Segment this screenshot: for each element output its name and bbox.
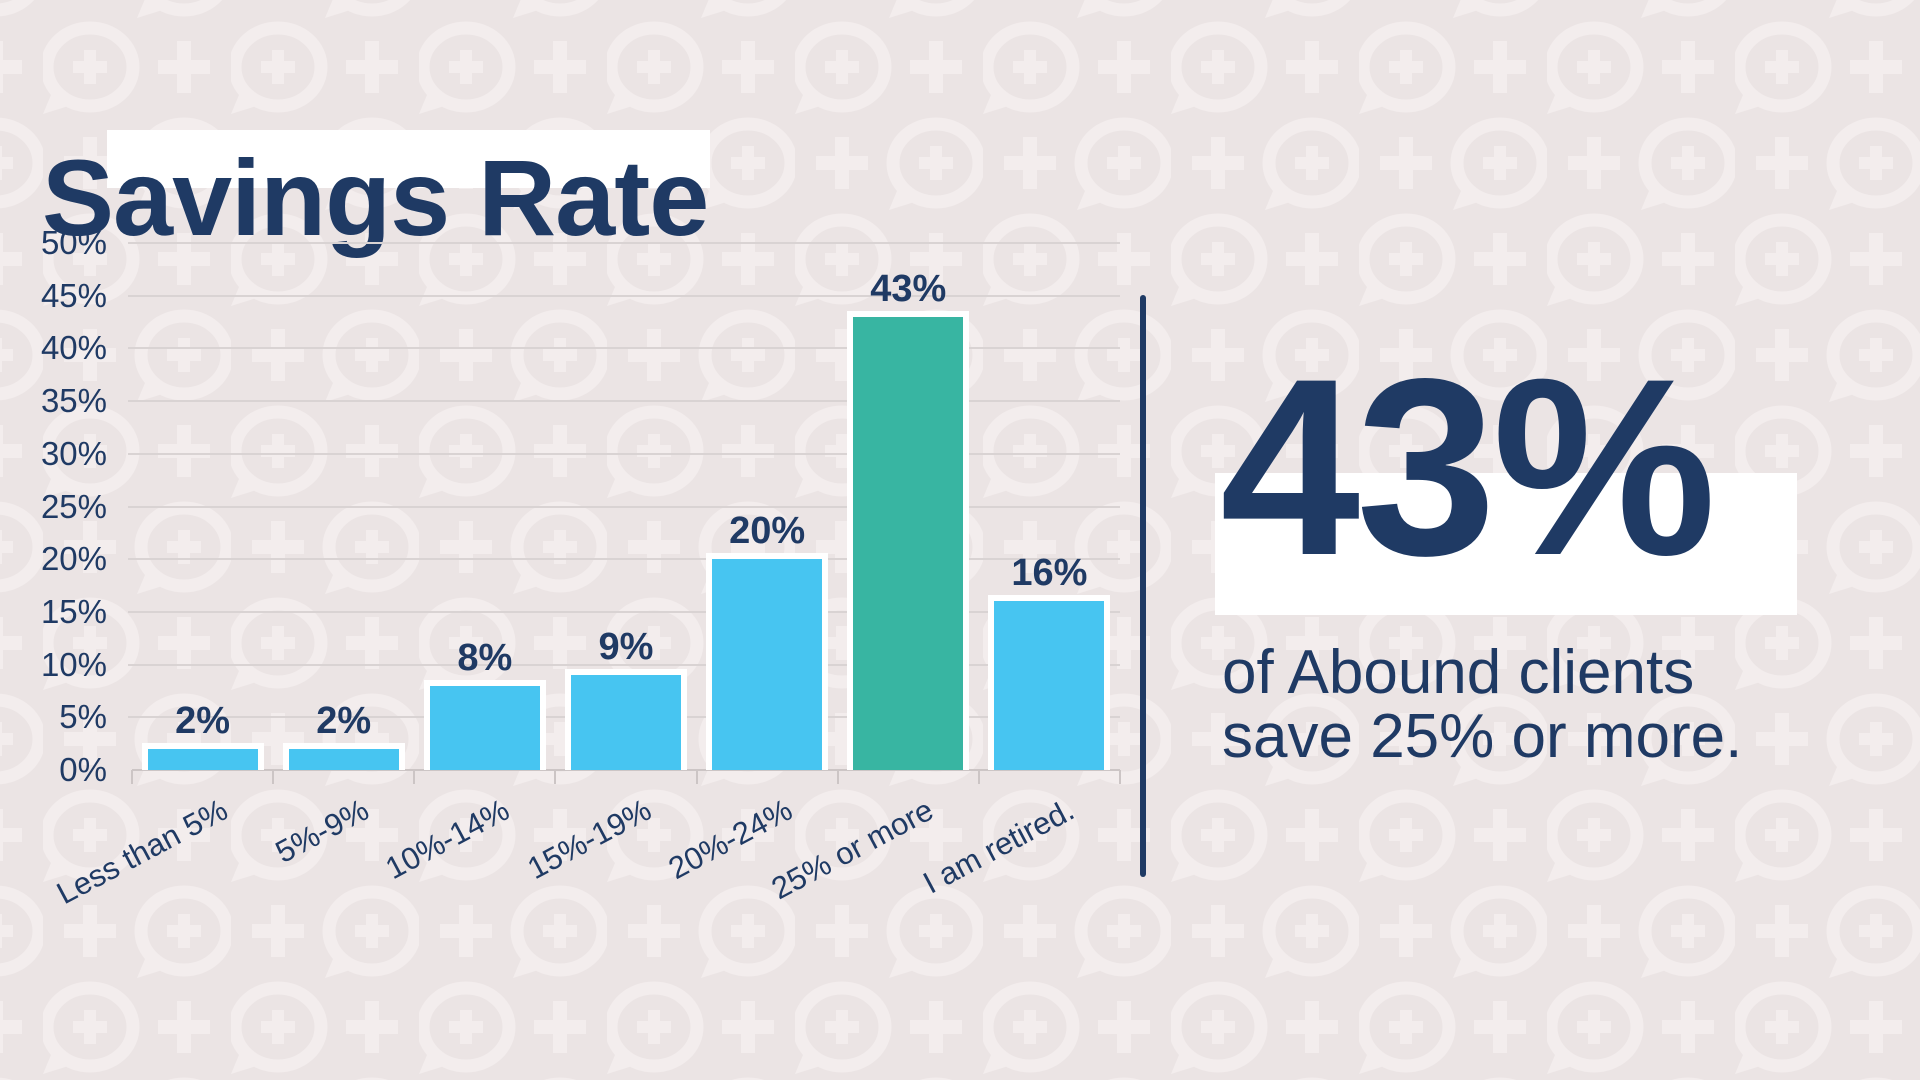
x-axis-label: 5%-9% xyxy=(269,792,375,870)
axis-tick xyxy=(1119,770,1121,784)
gridline xyxy=(128,663,1120,666)
x-axis-line xyxy=(132,769,1120,771)
bar-5-9 xyxy=(282,742,405,770)
axis-tick xyxy=(413,770,416,784)
bar-i-am-retired xyxy=(988,595,1111,770)
gridline xyxy=(128,242,1120,244)
bar-15-19 xyxy=(565,669,687,770)
y-axis-tick-label: 40% xyxy=(40,329,107,367)
y-axis-tick-label: 10% xyxy=(40,645,107,683)
stat-value: 43% xyxy=(1220,327,1716,608)
y-axis-tick-label: 0% xyxy=(59,751,107,788)
x-axis-label: Less than 5% xyxy=(50,792,234,912)
axis-tick xyxy=(272,770,275,784)
gridline xyxy=(128,452,1120,455)
y-axis-tick-label: 15% xyxy=(40,592,107,630)
x-axis-label: 25% or more xyxy=(765,792,939,907)
axis-tick xyxy=(977,770,980,784)
gridline xyxy=(128,400,1120,403)
bar-value-label: 20% xyxy=(729,510,806,553)
gridline xyxy=(128,294,1120,297)
gridline xyxy=(128,347,1120,350)
gridline xyxy=(128,505,1120,508)
x-axis-label: 10%-14% xyxy=(380,792,516,887)
vertical-divider xyxy=(1140,295,1146,877)
y-axis-tick-label: 20% xyxy=(40,540,107,578)
bar-value-label: 9% xyxy=(598,626,654,669)
axis-tick xyxy=(836,770,839,784)
y-axis-tick-label: 5% xyxy=(59,698,107,736)
bar-value-label: 16% xyxy=(1011,552,1088,595)
y-axis-tick-label: 35% xyxy=(40,382,107,420)
bar-value-label: 2% xyxy=(175,699,231,742)
stat-description: of Abound clients save 25% or more. xyxy=(1222,638,1743,771)
axis-tick xyxy=(554,770,557,784)
bar-value-label: 2% xyxy=(316,699,372,742)
x-axis-label: I am retired. xyxy=(917,792,1080,901)
bar-20-24 xyxy=(706,553,829,770)
bar-25-or-more xyxy=(847,310,970,770)
y-axis-tick-label: 25% xyxy=(40,487,107,525)
y-axis-tick-label: 50% xyxy=(40,224,107,261)
axis-tick xyxy=(131,770,133,784)
bar-value-label: 8% xyxy=(457,636,513,679)
stat-highlight-box xyxy=(1215,473,1797,615)
bar-value-label: 43% xyxy=(870,267,947,310)
title-highlight-box xyxy=(107,130,710,188)
x-axis-label: 15%-19% xyxy=(521,792,657,887)
axis-tick xyxy=(695,770,698,784)
bar-10-14 xyxy=(423,679,546,770)
y-axis-tick-label: 30% xyxy=(40,434,107,472)
y-axis-tick-label: 45% xyxy=(40,276,107,314)
chart-title: Savings Rate xyxy=(42,137,709,259)
bar-less-than-5 xyxy=(141,742,264,770)
gridline xyxy=(128,610,1120,613)
gridline xyxy=(128,558,1120,561)
